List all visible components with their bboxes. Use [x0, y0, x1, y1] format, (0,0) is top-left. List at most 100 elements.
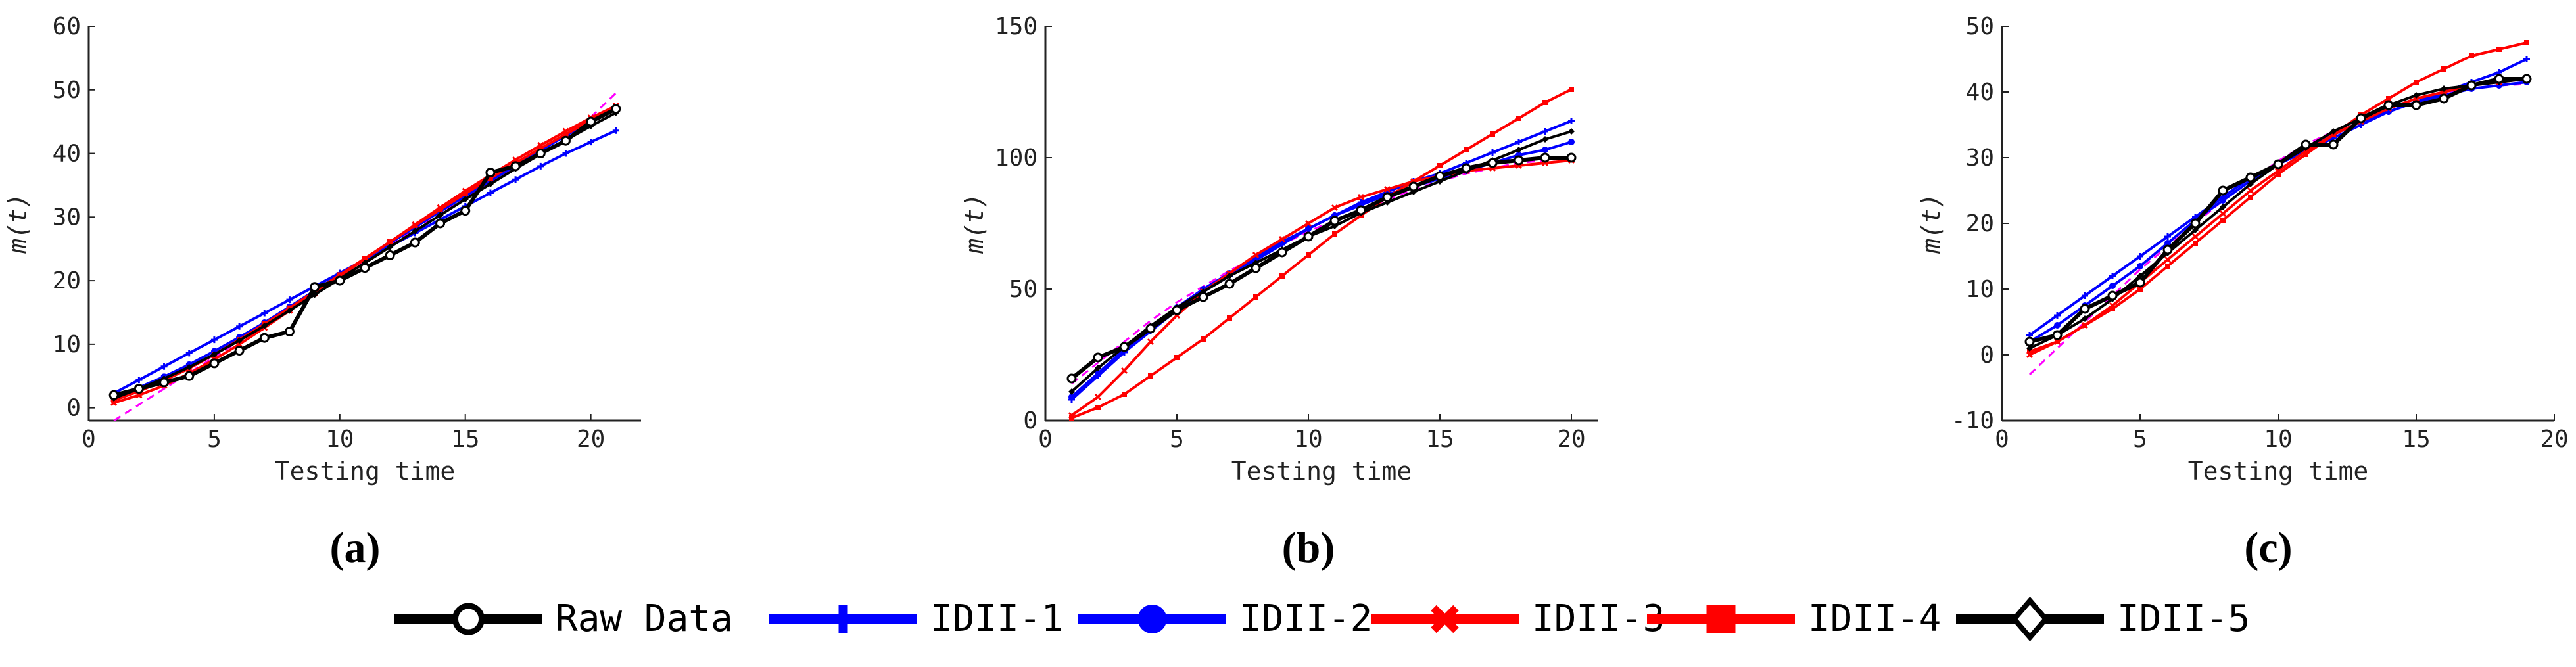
data-point	[2164, 233, 2171, 240]
y-tick-label: 20	[53, 267, 81, 294]
data-point	[1332, 231, 1337, 237]
data-point	[1329, 216, 1340, 226]
series-line-idii-5	[2029, 78, 2527, 350]
y-tick-label: 50	[1009, 276, 1038, 303]
x-tick-label: 20	[2540, 426, 2568, 453]
legend-item: IDII-3	[1371, 597, 1665, 640]
data-point	[2301, 139, 2311, 150]
data-point	[362, 256, 368, 262]
data-point	[286, 296, 293, 304]
data-point	[2247, 181, 2254, 187]
data-point	[2523, 56, 2530, 62]
x-tick-label: 0	[1995, 426, 2009, 453]
data-point	[1279, 273, 1285, 279]
data-point	[1095, 370, 1101, 377]
data-point	[2024, 336, 2035, 347]
legend-label: Raw Data	[556, 597, 733, 640]
plot-area	[2024, 40, 2532, 376]
data-point	[261, 310, 268, 317]
data-point	[537, 162, 544, 170]
x-tick-label: 15	[2402, 426, 2430, 453]
data-point	[2055, 339, 2060, 344]
data-point	[1305, 225, 1312, 232]
x-tick-label: 10	[1294, 426, 1322, 453]
data-point	[2110, 306, 2115, 311]
data-point	[1331, 204, 1339, 212]
data-point	[387, 239, 393, 245]
legend-label: IDII-1	[930, 597, 1063, 640]
data-point	[2439, 93, 2449, 104]
x-tick-label: 20	[1557, 426, 1585, 453]
y-tick-label: 0	[66, 395, 81, 422]
data-point	[1069, 415, 1074, 421]
y-tick-label: 30	[1966, 145, 1994, 172]
data-point	[1514, 155, 1524, 166]
data-point	[1278, 235, 1286, 243]
data-point	[2248, 195, 2253, 200]
data-point	[2466, 80, 2477, 91]
data-point	[2165, 264, 2170, 269]
data-point	[2137, 287, 2143, 292]
data-point	[512, 176, 519, 183]
y-tick-label: 0	[1023, 407, 1038, 434]
data-point	[485, 168, 496, 178]
data-point	[2356, 113, 2366, 124]
data-point	[360, 263, 370, 273]
data-point	[2109, 283, 2116, 289]
data-point	[2220, 218, 2226, 223]
y-tick-label: 10	[1966, 276, 1994, 303]
data-point	[1095, 405, 1101, 410]
data-point	[1252, 251, 1260, 259]
data-point	[2441, 85, 2447, 92]
panel-label: (b)	[1282, 524, 1335, 572]
data-point	[1542, 128, 1548, 135]
data-point	[2521, 74, 2532, 84]
data-point	[1357, 193, 1365, 201]
data-point	[2276, 172, 2281, 177]
data-point	[437, 206, 443, 212]
data-point	[487, 175, 493, 181]
data-point	[185, 363, 193, 371]
data-point	[2137, 263, 2143, 269]
data-point	[1174, 355, 1180, 360]
data-point	[1542, 136, 1548, 143]
data-point	[2164, 240, 2171, 246]
data-point	[2109, 273, 2116, 279]
data-point	[2524, 40, 2529, 45]
data-point	[2494, 74, 2504, 84]
data-point	[1356, 205, 1366, 216]
legend-item: IDII-1	[769, 597, 1063, 640]
data-point	[385, 250, 395, 260]
data-point	[487, 189, 494, 196]
data-point	[135, 377, 143, 384]
plot-area	[1066, 87, 1577, 421]
data-point	[412, 227, 419, 235]
data-point	[1120, 367, 1128, 375]
data-point	[2135, 277, 2145, 288]
x-tick-label: 15	[451, 426, 479, 453]
legend-label: IDII-4	[1808, 597, 1941, 640]
y-axis-label: m(t)	[3, 193, 32, 254]
legend-marker	[2011, 596, 2049, 642]
y-axis-label: m(t)	[960, 193, 989, 254]
x-tick-label: 5	[207, 426, 222, 453]
data-point	[437, 212, 444, 219]
legend-item: Raw Data	[394, 597, 733, 640]
data-point	[210, 351, 218, 358]
data-point	[510, 161, 521, 172]
data-point	[1201, 336, 1206, 342]
legend-marker	[1137, 605, 1167, 633]
data-point	[538, 145, 544, 151]
legend-marker	[1706, 605, 1736, 633]
data-point	[2190, 218, 2201, 229]
data-point	[209, 358, 220, 369]
y-tick-label: -10	[1951, 407, 1994, 434]
series-line-fit	[1071, 156, 1572, 385]
data-point	[2082, 292, 2088, 299]
data-point	[1383, 185, 1391, 193]
data-point	[1148, 373, 1153, 379]
data-point	[611, 104, 621, 114]
series-line-idii-5	[1070, 130, 1572, 393]
x-tick-label: 20	[577, 426, 605, 453]
